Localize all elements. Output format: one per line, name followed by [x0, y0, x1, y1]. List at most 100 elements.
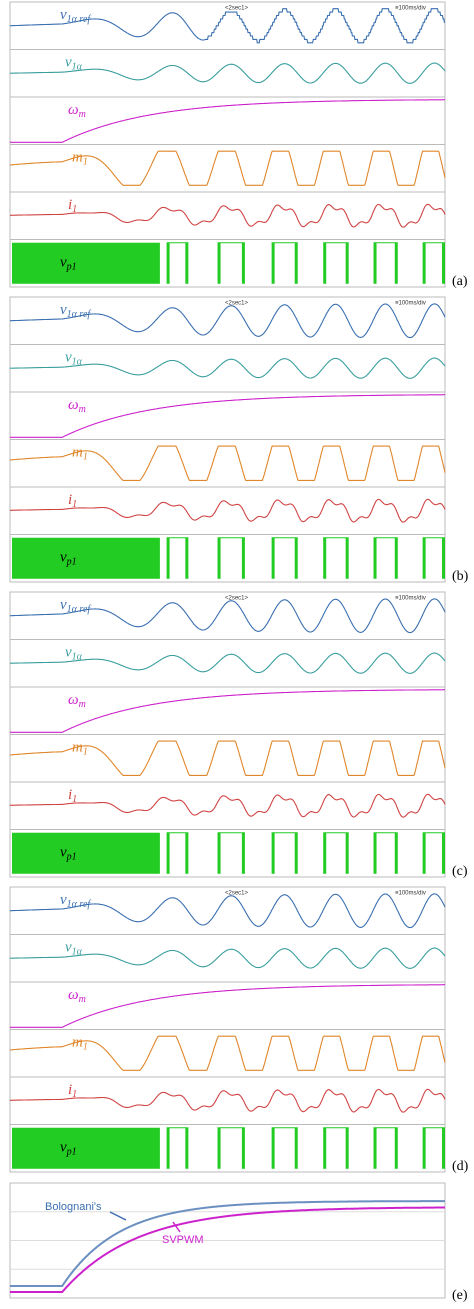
scope-header: ≡100ms/div [395, 301, 426, 307]
waveform [9, 947, 446, 969]
trace-label-sub: 1 [72, 204, 77, 215]
annotation-arrow [109, 1211, 127, 1221]
trace-label: i1 [68, 787, 77, 805]
pwm-pulse [271, 832, 275, 874]
pwm-pulse [442, 1127, 445, 1169]
trace-label-sub: 1α ref [67, 14, 92, 25]
pwm-pulse [294, 832, 298, 874]
pwm-pulse [422, 832, 426, 874]
waveform [10, 1088, 446, 1113]
trace-label: v1α ref [60, 892, 91, 910]
scope-header: <2sec1> [225, 301, 249, 307]
pwm-pulse [271, 242, 275, 284]
pwm-pulse [345, 242, 349, 284]
pwm-pulse [185, 1127, 189, 1169]
waveform [10, 793, 446, 818]
trace-label: i1 [68, 492, 77, 510]
pwm-pulse [185, 537, 189, 579]
waveform [10, 984, 445, 1028]
waveform [10, 689, 445, 733]
trace-label-sub: m [79, 699, 86, 710]
panel-label: (d) [452, 1159, 469, 1174]
trace-label-base: m [72, 445, 83, 461]
trace-label-sub: 1 [72, 499, 77, 510]
pwm-pulse [373, 1127, 377, 1169]
trace-label-base: i [68, 197, 72, 213]
trace-label-sub: 1 [72, 794, 77, 805]
trace-label-base: i [68, 492, 72, 508]
pwm-pulse [323, 832, 327, 874]
pwm-pulse [241, 537, 245, 579]
annotation: SVPWM [162, 1234, 204, 1246]
waveform [9, 445, 446, 481]
trace-label: m1 [72, 150, 88, 168]
pwm-pulse [241, 1127, 245, 1169]
trace-label: v1α [65, 645, 83, 663]
annotation-arrow [172, 1221, 181, 1233]
scope-header: <2sec1> [225, 6, 249, 12]
pwm-pulse [217, 537, 221, 579]
pwm-pulse [442, 242, 445, 284]
scope-header: ≡100ms/div [395, 596, 426, 602]
pwm-pulse [166, 832, 170, 874]
trace-label-sub: m [79, 994, 86, 1005]
trace-label: v1α ref [60, 302, 91, 320]
pwm-pulse [394, 832, 398, 874]
pwm-block [12, 242, 160, 284]
trace-label-base: v [60, 255, 67, 271]
pwm-pulse [394, 537, 398, 579]
trace-label-base: v [60, 7, 67, 23]
annotation: Bolognani's [45, 1201, 102, 1213]
pwm-pulse [373, 537, 377, 579]
pwm-pulse [271, 1127, 275, 1169]
pwm-pulse [345, 1127, 349, 1169]
panel-label: (b) [452, 569, 469, 584]
trace-label-sub: m [79, 109, 86, 120]
waveform [9, 740, 446, 776]
trace-label-base: v [65, 350, 72, 366]
pwm-pulse [323, 242, 327, 284]
trace-label-sub: 1 [83, 1042, 88, 1053]
panel-label: (a) [452, 274, 468, 289]
scope-header: ≡100ms/div [395, 6, 426, 12]
trace-label-sub: 1 [72, 1089, 77, 1100]
trace-label: ωm [68, 397, 86, 415]
pwm-pulse [442, 832, 445, 874]
pwm-pulse [166, 1127, 170, 1169]
pwm-pulse [166, 537, 170, 579]
scope-header: ≡100ms/div [395, 891, 426, 897]
trace-label-base: v [65, 645, 72, 661]
trace-label: v1α [65, 55, 83, 73]
trace-label: v1α ref [60, 7, 91, 25]
trace-label-base: m [72, 1035, 83, 1051]
trace-label: v1α [65, 940, 83, 958]
pwm-pulse [217, 832, 221, 874]
trace-label-sub: 1α [72, 62, 83, 73]
pwm-block [12, 537, 160, 579]
waveform [10, 203, 446, 228]
pwm-pulse [323, 1127, 327, 1169]
trace-label-sub: p1 [66, 262, 77, 273]
pwm-block [12, 1127, 160, 1169]
trace-label-base: v [60, 845, 67, 861]
trace-label-sub: m [79, 404, 86, 415]
panel-label: (c) [452, 864, 468, 879]
trace-label: v1α [65, 350, 83, 368]
trace-label-base: v [60, 1140, 67, 1156]
pwm-pulse [217, 242, 221, 284]
trace-label-base: m [72, 150, 83, 166]
pwm-pulse [294, 1127, 298, 1169]
trace-label: vp1 [60, 1140, 77, 1158]
waveform [9, 303, 446, 339]
trace-label: i1 [68, 1082, 77, 1100]
trace-label: m1 [72, 740, 88, 758]
pwm-pulse [345, 832, 349, 874]
pwm-pulse [373, 832, 377, 874]
pwm-pulse [422, 1127, 426, 1169]
pwm-pulse [241, 242, 245, 284]
pwm-pulse [422, 242, 426, 284]
trace-label-sub: 1α [72, 652, 83, 663]
trace-label-sub: 1α ref [67, 604, 92, 615]
trace-label-base: v [65, 55, 72, 71]
pwm-pulse [442, 537, 445, 579]
